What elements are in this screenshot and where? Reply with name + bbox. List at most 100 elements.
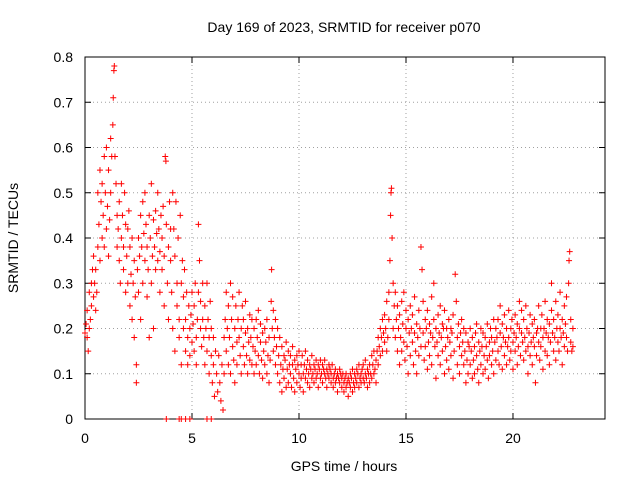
data-point	[456, 343, 463, 350]
data-point	[115, 225, 122, 232]
data-point	[208, 416, 215, 422]
data-point	[345, 393, 352, 400]
data-point	[511, 330, 518, 337]
data-point	[243, 352, 250, 359]
data-point	[398, 298, 405, 305]
data-point	[420, 298, 427, 305]
data-point	[129, 235, 136, 241]
data-point	[188, 289, 195, 296]
data-point	[512, 348, 519, 355]
data-point	[238, 325, 245, 332]
data-point	[281, 375, 288, 382]
data-point	[184, 361, 191, 368]
data-point	[105, 253, 112, 260]
data-point	[436, 330, 443, 337]
data-point	[135, 289, 142, 296]
data-point	[283, 339, 290, 346]
data-point	[110, 94, 117, 101]
data-point	[416, 325, 423, 332]
data-point	[251, 370, 258, 377]
data-point	[505, 334, 512, 341]
data-point	[302, 375, 309, 382]
data-point	[529, 320, 536, 327]
data-point	[550, 348, 557, 355]
data-point	[542, 348, 549, 355]
data-point	[114, 244, 121, 251]
data-point	[373, 379, 380, 386]
data-point	[405, 316, 412, 323]
data-point	[368, 352, 375, 359]
data-point	[92, 266, 99, 273]
data-point	[407, 352, 414, 359]
data-point	[208, 352, 215, 359]
data-point	[565, 280, 572, 287]
data-point	[154, 257, 161, 264]
data-point	[268, 298, 275, 305]
data-point	[193, 361, 200, 368]
y-tick-label: 0.5	[54, 185, 74, 201]
data-point	[199, 316, 206, 323]
data-point	[460, 361, 467, 368]
data-point	[147, 235, 154, 241]
data-point	[203, 348, 210, 355]
data-point	[241, 361, 248, 368]
data-point	[169, 189, 176, 196]
data-point	[484, 357, 491, 364]
data-point	[251, 325, 258, 332]
data-point	[242, 330, 249, 337]
data-point	[505, 307, 512, 314]
data-point	[259, 330, 266, 337]
data-point	[421, 357, 428, 364]
data-point	[405, 370, 412, 377]
data-point	[455, 320, 462, 327]
data-point	[84, 334, 91, 341]
data-point	[462, 379, 469, 386]
data-point	[471, 343, 478, 350]
data-point	[214, 388, 221, 395]
data-point	[483, 343, 490, 350]
data-point	[442, 343, 449, 350]
data-point	[227, 280, 234, 287]
data-point	[493, 334, 500, 341]
data-point	[223, 348, 230, 355]
data-point	[388, 185, 395, 192]
data-point	[107, 189, 114, 196]
data-point	[544, 352, 551, 359]
data-point	[477, 325, 484, 332]
data-point	[501, 352, 508, 359]
data-point	[185, 302, 192, 309]
data-point	[162, 158, 169, 165]
data-point	[124, 225, 131, 232]
data-point	[429, 334, 436, 341]
data-point	[270, 307, 277, 314]
data-point	[413, 320, 420, 327]
data-point	[472, 330, 479, 337]
data-point	[471, 370, 478, 377]
data-point	[134, 266, 141, 273]
data-point	[276, 379, 283, 386]
data-point	[178, 361, 185, 368]
data-point	[103, 225, 110, 232]
data-point	[254, 334, 261, 341]
data-point	[242, 298, 249, 305]
data-point	[457, 330, 464, 337]
data-point	[460, 325, 467, 332]
data-point	[146, 334, 153, 341]
data-point	[274, 370, 281, 377]
data-point	[454, 334, 461, 341]
data-point	[370, 370, 377, 377]
data-point	[463, 357, 470, 364]
data-point	[197, 298, 204, 305]
y-tick-label: 0.1	[54, 366, 74, 382]
data-point	[402, 307, 409, 314]
data-point	[292, 366, 299, 373]
data-point	[379, 316, 386, 323]
data-point	[349, 388, 356, 395]
data-point	[359, 366, 366, 373]
data-point	[426, 352, 433, 359]
data-point	[481, 352, 488, 359]
data-point	[501, 311, 508, 318]
data-point	[163, 416, 170, 422]
data-point	[544, 316, 551, 323]
